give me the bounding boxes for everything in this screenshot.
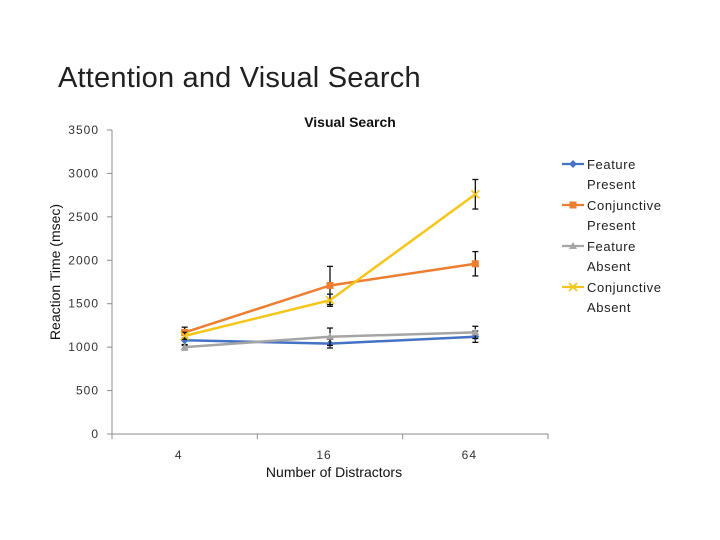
legend: Feature Present Conjunctive Present Feature A… <box>562 157 662 315</box>
x-tick-label: 64 <box>462 448 477 462</box>
data-point <box>471 328 480 336</box>
legend-item-feature-present: Feature Present <box>562 157 636 192</box>
data-point <box>471 260 479 268</box>
plot-area <box>180 178 480 351</box>
y-axis-label: Reaction Time (msec) <box>47 204 63 340</box>
legend-label: Feature <box>587 239 636 254</box>
series-feature-absent <box>180 325 480 351</box>
legend-label: Present <box>587 177 636 192</box>
series-line <box>184 193 477 338</box>
legend-item-conjunctive-absent: Conjunctive Absent <box>562 280 662 315</box>
legend-label: Conjunctive <box>587 280 662 295</box>
series-conjunctive-absent <box>180 178 480 341</box>
y-tick-label: 3500 <box>68 123 99 137</box>
data-point <box>180 343 189 351</box>
slide-title: Attention and Visual Search <box>58 62 421 94</box>
chart-title: Visual Search <box>304 114 396 130</box>
y-tick-label: 1000 <box>68 340 99 354</box>
y-tick-label: 2500 <box>68 210 99 224</box>
legend-label: Feature <box>587 157 636 172</box>
y-tick-label: 3000 <box>68 166 99 180</box>
legend-swatch-marker <box>569 160 577 168</box>
y-tick-label: 1500 <box>68 297 99 311</box>
x-axis-label: Number of Distractors <box>266 464 402 480</box>
x-marker-stroke <box>568 282 578 292</box>
data-point <box>326 332 334 340</box>
y-tick-label: 2000 <box>68 253 99 267</box>
data-point <box>180 331 190 341</box>
legend-swatch-marker <box>569 242 577 249</box>
legend-label: Absent <box>587 259 631 274</box>
legend-swatch-marker <box>569 201 577 209</box>
legend-item-feature-absent: Feature Absent <box>562 239 636 274</box>
legend-swatch-marker <box>568 282 578 292</box>
y-tick-labels: 0 500 1000 1500 2000 2500 3000 3500 <box>68 123 112 441</box>
x-tick-label: 16 <box>316 448 331 462</box>
data-point <box>470 189 480 199</box>
x-tick-label: 4 <box>175 448 183 462</box>
y-tick-label: 500 <box>76 384 99 398</box>
x-tick-labels: 4 16 64 <box>111 434 549 462</box>
legend-label: Present <box>587 218 636 233</box>
x-marker-stroke <box>470 189 480 199</box>
legend-label: Absent <box>587 300 631 315</box>
data-point <box>325 295 335 305</box>
x-marker-stroke <box>180 331 190 341</box>
y-tick-label: 0 <box>91 427 99 441</box>
x-marker-stroke <box>325 295 335 305</box>
data-point <box>326 281 334 289</box>
legend-item-conjunctive-present: Conjunctive Present <box>562 198 662 233</box>
legend-label: Conjunctive <box>587 198 662 213</box>
